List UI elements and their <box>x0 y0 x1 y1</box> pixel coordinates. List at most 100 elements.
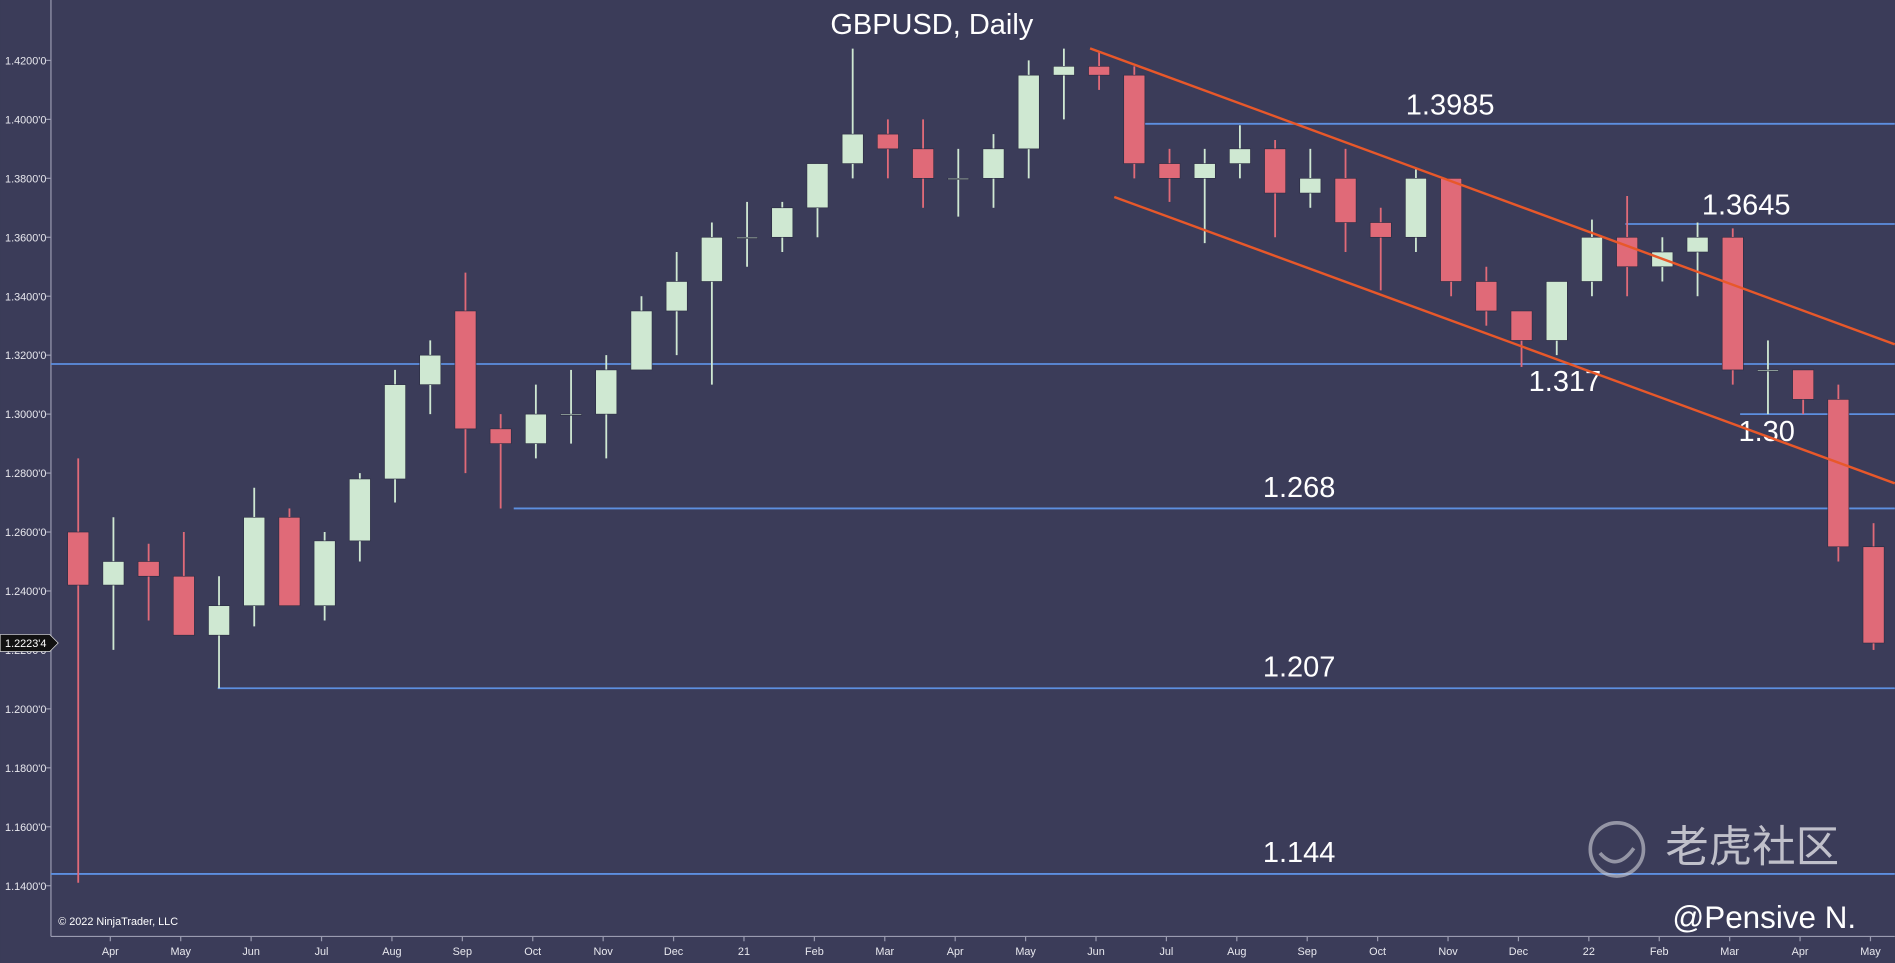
y-tick-label: 1.3400'0 <box>5 291 46 303</box>
channel-upper <box>1089 47 1895 346</box>
x-tick-label: Sep <box>453 946 472 958</box>
logo-ring <box>1588 821 1646 878</box>
x-tick-label: May <box>1860 946 1881 958</box>
y-tick-label: 1.4000'0 <box>5 114 46 126</box>
chart-title: GBPUSD, Daily <box>830 9 1033 41</box>
axes: 1.1400'01.1600'01.1800'01.2000'01.2200'0… <box>0 56 1881 958</box>
candle-body <box>1440 178 1462 282</box>
candle-body <box>419 354 442 385</box>
x-tick-label: 21 <box>738 946 750 958</box>
candle-body <box>736 236 758 239</box>
candle-body <box>1334 178 1357 223</box>
candle-body <box>1757 369 1779 372</box>
candle-body <box>1123 74 1146 164</box>
y-tick-label: 1.1800'0 <box>5 763 46 775</box>
candle-body <box>665 281 688 312</box>
copyright: © 2022 NinjaTrader, LLC <box>58 916 178 928</box>
last-price-label: 1.2223'4 <box>5 638 46 650</box>
watermark: 老虎社区 <box>1665 823 1839 873</box>
x-tick-label: Sep <box>1298 946 1317 958</box>
candle-body <box>982 148 1005 179</box>
y-tick-label: 1.4200'0 <box>5 56 46 68</box>
x-tick-label: May <box>1015 946 1036 958</box>
x-tick-label: Feb <box>805 946 824 958</box>
candle-body <box>172 575 195 636</box>
logo-mark <box>1598 847 1636 864</box>
x-tick-label: Jul <box>315 946 329 958</box>
candle-body <box>1053 66 1075 76</box>
candles <box>67 48 1885 883</box>
last-price-marker <box>0 634 59 652</box>
y-tick-label: 1.2800'0 <box>5 468 46 480</box>
candle-body <box>1299 178 1322 194</box>
candle-body <box>348 478 371 542</box>
candle-body <box>1581 236 1603 282</box>
x-tick-label: Apr <box>102 946 119 958</box>
candle-body <box>1510 310 1533 341</box>
candle-body <box>454 310 477 430</box>
candle-body <box>877 133 899 150</box>
candle-body <box>1405 178 1427 238</box>
y-tick-label: 1.3200'0 <box>5 350 46 362</box>
candle-body <box>1229 148 1251 164</box>
candle-body <box>912 148 934 179</box>
watermark-logo <box>1588 821 1646 878</box>
channel-lower <box>1113 195 1895 485</box>
x-tick-label: Aug <box>382 946 401 958</box>
y-tick-label: 1.2000'0 <box>5 704 46 716</box>
candle-body <box>1827 399 1850 548</box>
candle-body <box>1616 236 1639 268</box>
level-label: 1.268 <box>1263 472 1336 504</box>
x-tick-label: Aug <box>1227 946 1246 958</box>
candle-body <box>701 236 723 282</box>
level-label: 1.144 <box>1263 837 1336 869</box>
candle-body <box>841 133 864 164</box>
candle-body <box>1721 236 1744 371</box>
x-tick-label: Jul <box>1159 946 1173 958</box>
candle-body <box>1369 222 1392 238</box>
x-tick-label: Mar <box>1720 946 1739 958</box>
candle-body <box>1475 281 1498 312</box>
y-tick-label: 1.2600'0 <box>5 527 46 539</box>
candle-body <box>1158 163 1181 179</box>
candle-body <box>384 384 406 480</box>
candle-body <box>102 561 125 586</box>
y-tick-label: 1.3800'0 <box>5 173 46 185</box>
y-tick-label: 1.1600'0 <box>5 822 46 834</box>
candle-body <box>1862 546 1885 644</box>
x-tick-label: Nov <box>1438 946 1458 958</box>
candle-body <box>771 207 794 238</box>
candle-body <box>595 369 618 415</box>
candle-body <box>1686 236 1709 253</box>
x-tick-label: Jun <box>242 946 260 958</box>
candle-body <box>137 561 160 577</box>
x-tick-label: May <box>170 946 191 958</box>
x-tick-label: Nov <box>594 946 614 958</box>
candle-body <box>560 413 582 416</box>
x-tick-label: Apr <box>947 946 964 958</box>
candle-body <box>1792 369 1815 400</box>
x-tick-label: Apr <box>1792 946 1809 958</box>
x-tick-label: 22 <box>1583 946 1595 958</box>
x-tick-label: Oct <box>524 946 541 958</box>
candle-body <box>1193 163 1216 179</box>
candle-body <box>630 310 653 371</box>
y-tick-label: 1.2400'0 <box>5 586 46 598</box>
candle-body <box>806 163 829 209</box>
level-label: 1.3645 <box>1702 190 1791 222</box>
x-tick-label: Dec <box>664 946 684 958</box>
candle-body <box>278 516 301 607</box>
candle-body <box>208 605 230 636</box>
candle-body <box>524 413 547 444</box>
candle-body <box>489 428 512 444</box>
y-tick-label: 1.3600'0 <box>5 232 46 244</box>
x-tick-label: Dec <box>1509 946 1529 958</box>
y-tick-label: 1.3000'0 <box>5 409 46 421</box>
y-tick-label: 1.1400'0 <box>5 881 46 893</box>
author: @Pensive N. <box>1672 900 1856 935</box>
level-label: 1.207 <box>1263 652 1336 684</box>
level-label: 1.3985 <box>1406 90 1495 122</box>
